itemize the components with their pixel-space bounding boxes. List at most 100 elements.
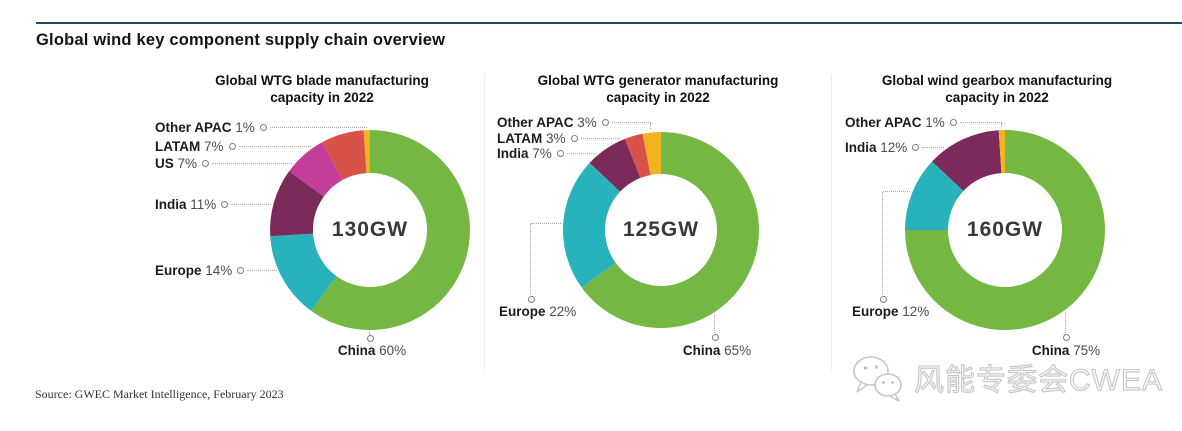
leader-line (960, 122, 1002, 123)
leader-line (231, 204, 272, 205)
donut-center-total: 125GW (622, 218, 700, 241)
slice-label-name: China (682, 343, 721, 358)
slice-label-latam: LATAM 7% (155, 138, 236, 156)
slice-label-value: 1% (231, 120, 255, 135)
slice-label-name: India (497, 146, 529, 161)
slice-us (289, 142, 343, 197)
chart-title: Global wind gearbox manufacturing capaci… (881, 73, 1113, 105)
slice-latam (321, 130, 367, 181)
slice-latam (624, 133, 651, 178)
slice-india (932, 130, 1002, 191)
leader-dot (570, 135, 578, 142)
leader-dot (367, 335, 374, 342)
leader-dot (202, 160, 210, 167)
column-divider (484, 74, 485, 370)
leader-dot (259, 124, 267, 131)
chart-title: Global WTG generator manufacturing capac… (537, 73, 779, 105)
donut-center-total: 130GW (331, 218, 409, 241)
slice-label-name: Other APAC (845, 115, 922, 130)
leader-dot (912, 144, 920, 151)
slice-europe (270, 233, 337, 311)
leader-dot (221, 201, 229, 208)
leader-line (369, 332, 370, 334)
chart-panel-blade: Global WTG blade manufacturing capacity … (140, 70, 480, 385)
slice-label-name: Other APAC (155, 120, 232, 135)
slice-label-name: Other APAC (497, 115, 574, 130)
leader-dot (601, 119, 609, 126)
slice-other-apac (363, 130, 370, 174)
slice-label-value: 3% (542, 131, 566, 146)
slice-label-value: 3% (573, 115, 597, 130)
slice-label-other-apac: Other APAC 1% (155, 119, 267, 137)
slice-label-value: 7% (173, 156, 198, 171)
donut-center-total: 160GW (966, 218, 1044, 241)
leader-line (1065, 311, 1066, 333)
wechat-icon (853, 356, 902, 402)
slice-label-name: India (155, 197, 187, 212)
donut-chart-blade (270, 130, 470, 330)
slice-label-name: Europe (852, 304, 899, 319)
slice-label-china: China 60% (302, 342, 442, 360)
slice-label-india: India 7% (497, 145, 564, 163)
slice-china (581, 132, 759, 328)
slice-other-apac (998, 130, 1005, 174)
watermark: 风能专委会CWEA (849, 352, 1163, 402)
slice-label-name: LATAM (155, 139, 201, 154)
slice-other-apac (642, 132, 661, 175)
donut-chart-generator (563, 132, 759, 328)
slice-label-india: India 11% (155, 196, 229, 214)
leader-line (1000, 123, 1002, 128)
leader-line (714, 314, 715, 333)
leader-line (530, 223, 531, 294)
leader-line (581, 138, 620, 139)
slice-label-name: Europe (499, 304, 546, 319)
slice-label-value: 7% (200, 139, 224, 154)
slice-label-value: 65% (720, 343, 752, 358)
slice-label-name: Europe (155, 263, 202, 278)
slice-label-value: 22% (545, 304, 577, 319)
leader-line (612, 122, 652, 123)
source-note: Source: GWEC Market Intelligence, Februa… (35, 387, 284, 401)
leader-dot (1063, 334, 1070, 341)
leader-line (212, 163, 293, 164)
leader-line (247, 270, 277, 271)
slice-label-value: 1% (921, 115, 945, 130)
slice-label-china: China 65% (647, 342, 787, 360)
slice-label-other-apac: Other APAC 3% (497, 114, 609, 132)
leader-line (270, 127, 367, 128)
slice-label-india: India 12% (845, 139, 920, 157)
leader-dot (880, 296, 887, 303)
slice-label-value: 11% (186, 197, 217, 212)
slice-label-value: 14% (201, 263, 233, 278)
slice-label-value: 60% (375, 343, 407, 358)
slice-label-europe: Europe 14% (155, 262, 245, 280)
slice-label-china: China 75% (996, 342, 1136, 360)
slice-india (589, 138, 641, 192)
slice-label-value: 75% (1069, 343, 1101, 358)
slice-china (311, 130, 470, 330)
slice-europe (563, 162, 621, 288)
leader-line (883, 191, 911, 193)
page-title: Global wind key component supply chain o… (36, 31, 446, 49)
leader-line (650, 123, 652, 130)
column-divider (831, 74, 832, 370)
slice-label-name: China (337, 343, 376, 358)
leader-dot (556, 150, 564, 157)
leader-line (531, 222, 562, 224)
slice-label-other-apac: Other APAC 1% (845, 114, 957, 132)
leader-dot (237, 267, 245, 274)
chart-panel-generator: Global WTG generator manufacturing capac… (490, 70, 830, 385)
watermark-text: 风能专委会CWEA (913, 363, 1163, 397)
leader-dot (228, 143, 236, 150)
slice-label-name: LATAM (497, 131, 543, 146)
slice-label-value: 7% (528, 146, 552, 161)
leader-dot (528, 296, 535, 303)
chart-title: Global WTG blade manufacturing capacity … (215, 73, 429, 105)
slice-label-europe: Europe 22% (499, 303, 576, 321)
leader-dot (949, 119, 957, 126)
slice-label-us: US 7% (155, 155, 210, 173)
top-divider (36, 22, 1182, 24)
slice-label-name: China (1031, 343, 1070, 358)
slice-label-name: US (155, 156, 174, 171)
